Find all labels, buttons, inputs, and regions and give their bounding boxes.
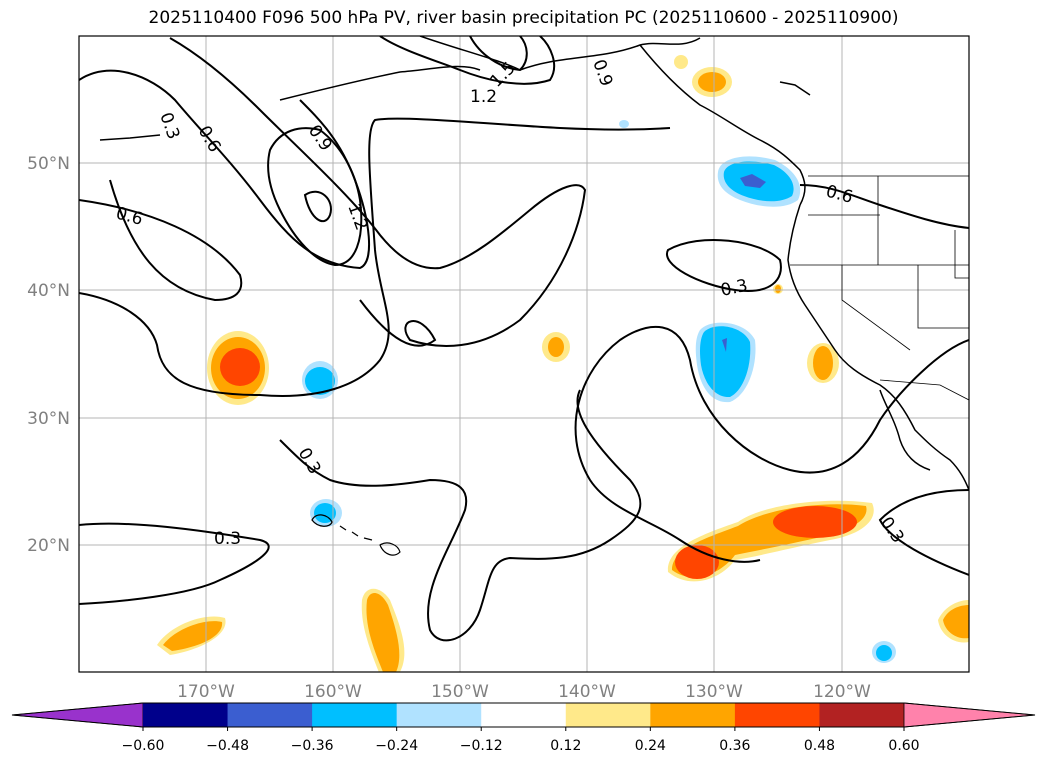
longitude-labels: 170°W 160°W 150°W 140°W 130°W 120°W: [177, 682, 871, 702]
colorbar-tick-label: 0.48: [804, 738, 835, 754]
colorbar-tick-label: 0.24: [635, 738, 666, 754]
lon-label: 160°W: [304, 682, 362, 702]
colorbar-segment: [227, 703, 313, 727]
colorbar-segment: [734, 703, 820, 727]
colorbar-tick-label: 0.12: [550, 738, 581, 754]
lon-label: 140°W: [558, 682, 616, 702]
colorbar-tick-label: 0.60: [888, 738, 919, 754]
colorbar-tick-label: 0.36: [719, 738, 750, 754]
colorbar-segment: [396, 703, 482, 727]
colorbar-extend-low: [11, 702, 144, 728]
colorbar-segment: [819, 703, 905, 727]
contour-label: 1.2: [470, 87, 497, 107]
lon-label: 130°W: [685, 682, 743, 702]
map-frame: [78, 35, 970, 673]
colorbar-extend-high: [903, 702, 1036, 728]
precip-negative-shading: [302, 120, 896, 663]
colorbar-segment: [143, 703, 229, 727]
colorbar-tick-label: −0.48: [206, 738, 249, 754]
islands: [311, 514, 401, 556]
contour-label: 0.3: [214, 529, 241, 549]
lon-label: 150°W: [431, 682, 489, 702]
colorbar-ticks: −0.60 −0.48 −0.36 −0.24 −0.12 0.12 0.24 0.36 0.4…: [122, 727, 920, 754]
lon-label: 120°W: [813, 682, 871, 702]
colorbar-segment: [650, 703, 736, 727]
lat-label: 50°N: [27, 154, 70, 174]
colorbar: [11, 702, 1036, 728]
colorbar-tick-label: −0.24: [375, 738, 418, 754]
colorbar-tick-label: −0.36: [291, 738, 334, 754]
lat-label: 30°N: [27, 409, 70, 429]
pv-contours: [79, 36, 969, 642]
colorbar-tick-label: −0.60: [122, 738, 165, 754]
lon-label: 170°W: [177, 682, 235, 702]
colorbar-segment: [312, 703, 398, 727]
coastlines: [99, 36, 969, 491]
chart-title: 2025110400 F096 500 hPa PV, river basin …: [148, 8, 899, 28]
lat-label: 20°N: [27, 536, 70, 556]
colorbar-segment: [481, 703, 567, 727]
colorbar-tick-label: −0.12: [460, 738, 503, 754]
latitude-labels: 50°N 40°N 30°N 20°N: [27, 154, 70, 556]
political-borders: [790, 175, 969, 401]
colorbar-segment: [565, 703, 651, 727]
lat-label: 40°N: [27, 281, 70, 301]
